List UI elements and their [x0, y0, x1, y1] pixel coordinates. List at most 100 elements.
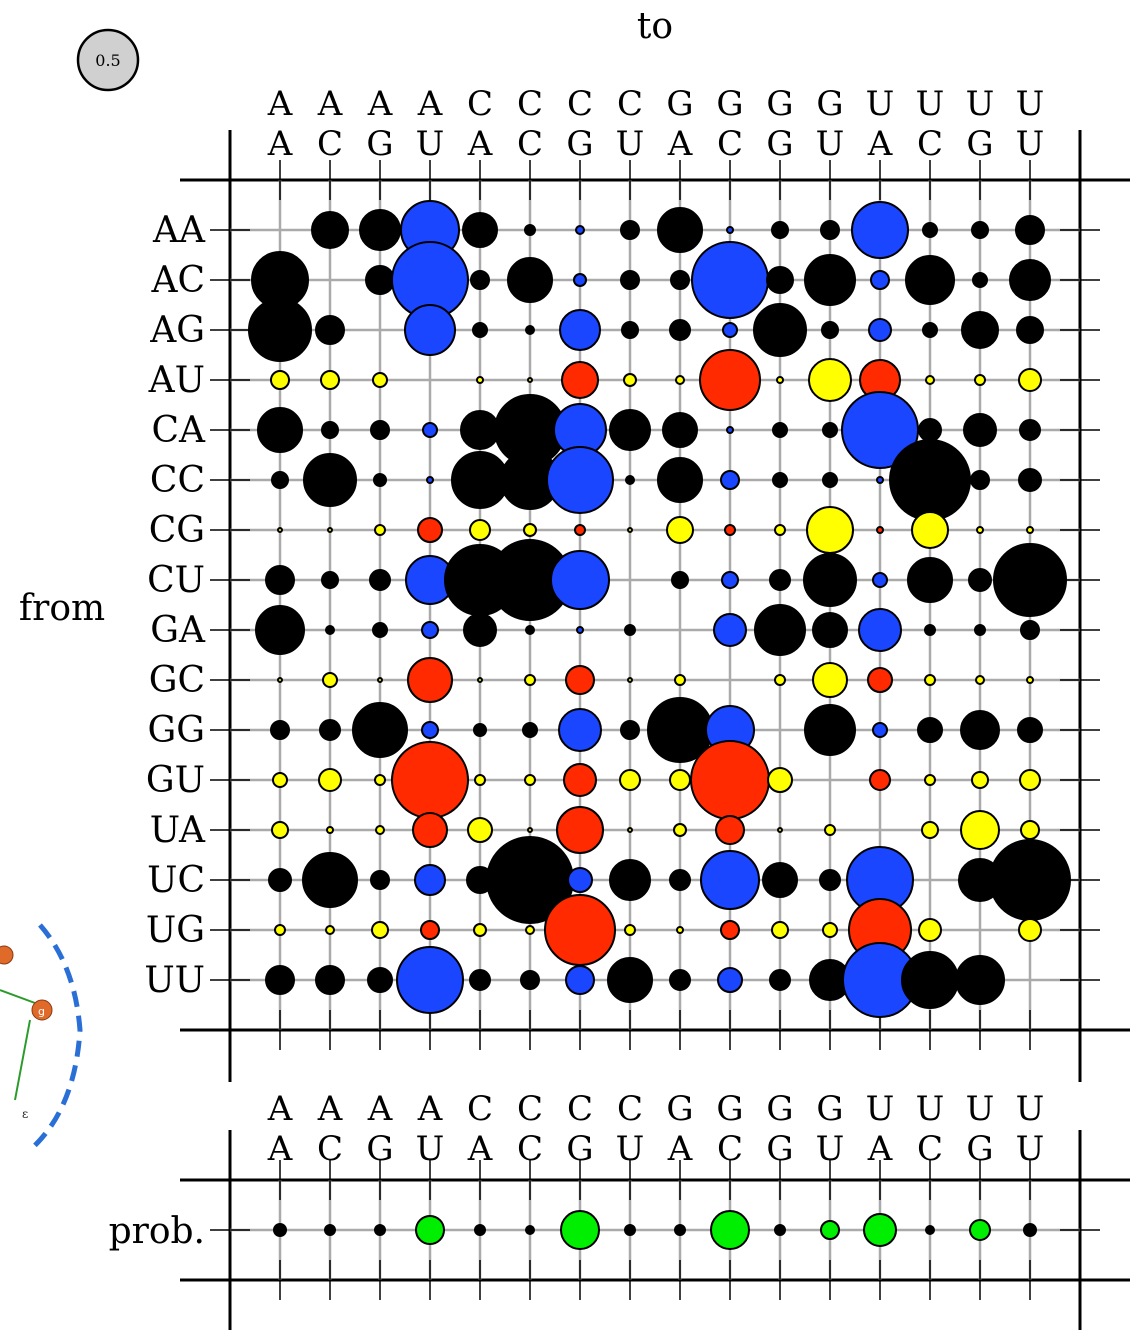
matrix-bubble — [421, 621, 439, 639]
matrix-bubble — [391, 741, 469, 819]
row-label: GA — [150, 610, 206, 651]
matrix-bubble — [325, 925, 335, 935]
column-label-top-letter: C — [567, 84, 593, 124]
matrix-bubble — [955, 955, 1005, 1005]
matrix-bubble — [822, 422, 838, 438]
matrix-bubble — [565, 665, 595, 695]
row-label: UA — [150, 810, 206, 851]
matrix-bubble — [924, 624, 936, 636]
prob-bubble — [324, 1224, 336, 1236]
matrix-bubble — [607, 957, 653, 1003]
matrix-bubble — [265, 965, 295, 995]
matrix-bubble — [620, 220, 640, 240]
column-label-bottom-letter: C — [917, 124, 943, 164]
prob-bubble — [273, 1223, 287, 1237]
matrix-bubble — [960, 810, 1000, 850]
matrix-bubble — [372, 622, 388, 638]
column-label-top-letter: A — [267, 1089, 293, 1129]
column-label-bottom-letter: G — [366, 1129, 393, 1169]
matrix-bubble — [627, 527, 633, 533]
matrix-bubble — [869, 769, 891, 791]
matrix-bubble — [609, 409, 651, 451]
matrix-bubble — [767, 767, 793, 793]
matrix-bubble — [525, 325, 535, 335]
matrix-bubble — [960, 710, 1000, 750]
matrix-bubble — [819, 869, 841, 891]
matrix-bubble — [377, 677, 383, 683]
matrix-bubble — [375, 825, 385, 835]
matrix-bubble — [870, 270, 890, 290]
matrix-bubble — [657, 207, 703, 253]
matrix-bubble — [321, 421, 339, 439]
matrix-bubble — [806, 506, 854, 554]
matrix-bubble — [561, 361, 599, 399]
column-label-bottom-letter: C — [917, 1129, 943, 1169]
row-label: UG — [146, 910, 205, 951]
column-label-top-letter: C — [567, 1089, 593, 1129]
matrix-bubble — [872, 572, 888, 588]
column-label-bottom-letter: A — [867, 1129, 893, 1169]
matrix-bubble — [669, 969, 691, 991]
matrix-bubble — [922, 222, 938, 238]
matrix-bubble — [720, 470, 740, 490]
matrix-bubble — [315, 315, 345, 345]
matrix-bubble — [426, 476, 434, 484]
matrix-bubble — [507, 257, 553, 303]
matrix-bubble — [524, 674, 536, 686]
matrix-bubble — [1018, 368, 1042, 392]
matrix-bubble — [700, 850, 760, 910]
matrix-bubble — [558, 708, 602, 752]
matrix-bubble — [968, 568, 992, 592]
column-label-bottom-letter: U — [816, 1129, 845, 1169]
matrix-bubble — [766, 266, 794, 294]
column-labels-bottom: A A A A C C C C G G G G U U U UA C G U A C G U A C G U A C G U — [267, 1089, 1045, 1169]
matrix-bubble — [724, 524, 736, 536]
matrix-bubble — [771, 221, 789, 239]
matrix-bubble — [1019, 419, 1041, 441]
matrix-bubble — [573, 273, 587, 287]
column-label-top-letter: G — [666, 84, 693, 124]
matrix-bubble — [620, 720, 640, 740]
matrix-bubble — [971, 221, 989, 239]
matrix-bubble — [270, 720, 290, 740]
matrix-bubble — [523, 523, 537, 537]
matrix-bubble — [470, 270, 490, 290]
matrix-bubble — [974, 374, 986, 386]
prob-bubble — [474, 1224, 486, 1236]
column-label-top-letter: U — [866, 1089, 895, 1129]
matrix-bubble — [327, 527, 333, 533]
column-label-top-letter: U — [1016, 1089, 1045, 1129]
matrix-bubble — [460, 410, 500, 450]
column-label-top-letter: U — [916, 84, 945, 124]
matrix-bubble — [774, 674, 786, 686]
prob-bubble — [374, 1224, 386, 1236]
prob-bubble — [560, 1210, 600, 1250]
matrix-bubble — [257, 407, 303, 453]
column-label-top-letter: A — [317, 84, 343, 124]
matrix-bubble — [993, 543, 1067, 617]
matrix-bubble — [623, 373, 637, 387]
matrix-bubble — [365, 265, 395, 295]
matrix-bubble — [876, 526, 884, 534]
row-label: CA — [151, 410, 206, 451]
matrix-bubble — [373, 473, 387, 487]
matrix-bubble — [722, 322, 738, 338]
matrix-bubble — [325, 625, 335, 635]
matrix-bubble — [567, 867, 593, 893]
column-label-bottom-letter: U — [1016, 124, 1045, 164]
column-label-bottom-letter: G — [766, 124, 793, 164]
prob-bubble — [525, 1225, 535, 1235]
matrix-bubble — [808, 358, 852, 402]
row-label: CG — [149, 510, 205, 551]
svg-text:g: g — [38, 1005, 45, 1018]
column-label-bottom-letter: U — [616, 124, 645, 164]
row-labels: AA AC AG AU CA CC CG CU GA GC GG GU UA UC UG UU — [144, 210, 206, 1001]
prob-row-label: prob. — [109, 1211, 205, 1252]
matrix-bubble — [352, 702, 408, 758]
matrix-bubble — [369, 569, 391, 591]
column-label-bottom-letter: C — [517, 1129, 543, 1169]
matrix-bubble — [851, 201, 909, 259]
matrix-bubble — [673, 823, 687, 837]
matrix-bubble — [974, 624, 986, 636]
matrix-bubble — [576, 626, 584, 634]
